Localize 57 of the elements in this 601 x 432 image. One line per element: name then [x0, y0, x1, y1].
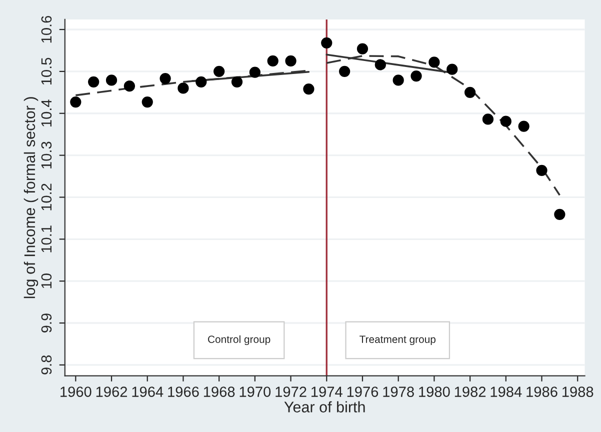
point	[428, 56, 440, 68]
y-tick-label: 10.1	[41, 226, 52, 252]
point	[536, 164, 548, 176]
point	[285, 55, 296, 67]
y-tick-label: 10	[41, 274, 52, 288]
x-tick-label: 1986	[526, 386, 558, 397]
y-tick-label: 10.2	[41, 184, 52, 210]
point	[374, 59, 386, 70]
point	[410, 70, 422, 82]
point	[554, 208, 566, 220]
x-tick-label: 1974	[312, 386, 342, 397]
annotation: Treatment group	[360, 336, 436, 346]
point	[196, 76, 207, 88]
point	[267, 55, 278, 67]
y-tick-label: 10.4	[41, 100, 52, 126]
x-tick-label: 1982	[454, 386, 486, 397]
x-axis-title: Year of birth	[284, 401, 365, 412]
y-tick-label: 10.5	[41, 58, 52, 85]
point	[106, 74, 118, 86]
x-tick-label: 1968	[204, 386, 235, 397]
point	[70, 96, 82, 108]
point	[88, 76, 100, 88]
point	[214, 66, 225, 77]
point	[249, 66, 260, 78]
line-series	[326, 55, 561, 196]
x-tick-label: 1964	[132, 386, 164, 397]
y-tick-label: 9.8	[41, 355, 52, 374]
y-tick-label: 9.9	[41, 314, 52, 332]
x-tick-label: 1960	[60, 386, 92, 397]
point	[482, 114, 494, 125]
x-tick-label: 1966	[168, 386, 199, 397]
point	[356, 43, 368, 54]
point	[446, 64, 458, 75]
x-tick-label: 1984	[490, 386, 522, 397]
point	[392, 74, 404, 86]
y-tick-label: 10.3	[41, 142, 52, 168]
x-tick-label: 1962	[96, 386, 128, 397]
y-tick-label: 10.6	[41, 16, 52, 43]
point	[321, 37, 332, 48]
point	[160, 72, 171, 84]
x-tick-label: 1978	[383, 386, 414, 397]
x-tick-label: 1970	[240, 386, 271, 397]
x-tick-label: 1976	[347, 386, 378, 397]
x-tick-label: 1988	[562, 386, 594, 397]
point	[500, 116, 512, 127]
point	[124, 80, 136, 92]
point	[231, 76, 243, 88]
point	[303, 83, 314, 95]
point	[338, 66, 350, 77]
point	[142, 96, 153, 108]
point	[518, 120, 530, 132]
point	[178, 82, 189, 94]
x-tick-label: 1980	[419, 386, 450, 397]
point	[464, 86, 476, 98]
annotation: Control group	[208, 335, 270, 346]
y-axis-title: log of Income ( formal sector )	[24, 97, 38, 298]
x-tick-label: 1972	[276, 386, 306, 397]
